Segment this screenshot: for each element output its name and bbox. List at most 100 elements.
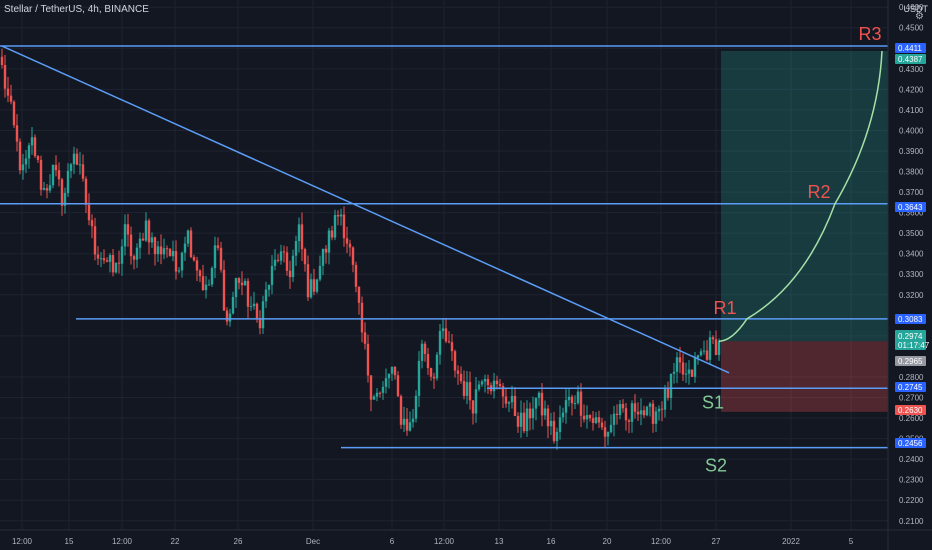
candle-body [6, 88, 10, 96]
candle-body [477, 384, 481, 390]
candle-body [474, 389, 478, 414]
candle-body [36, 156, 40, 160]
candle-body [717, 341, 721, 355]
candle-body [15, 125, 19, 142]
candle-body [225, 310, 229, 322]
candle-body [579, 391, 583, 416]
candle-body [360, 302, 364, 333]
candle-body [444, 328, 448, 342]
candle-body [441, 328, 445, 331]
chart-title: Stellar / TetherUS, 4h, BINANCE [4, 4, 149, 15]
candle-body [201, 276, 205, 291]
price-tag [895, 314, 926, 324]
candle-body [675, 357, 679, 372]
candle-body [636, 411, 640, 415]
candle-body [663, 387, 667, 410]
candle-body [219, 247, 223, 270]
candle-body [84, 178, 88, 205]
candle-body [63, 192, 67, 206]
candle-body [369, 375, 373, 400]
candle-body [120, 246, 124, 264]
candle-body [186, 230, 190, 244]
candle-body [123, 224, 127, 247]
candle-body [432, 376, 436, 379]
candle-body [492, 380, 496, 392]
x-tick-label: 12:00 [651, 537, 672, 546]
settings-icon[interactable]: ⚙ [915, 11, 924, 22]
candle-body [498, 384, 502, 387]
candle-body [627, 420, 631, 422]
candle-body [309, 279, 313, 298]
candle-body [96, 254, 100, 259]
candle-body [708, 337, 712, 360]
candle-body [642, 410, 646, 416]
candle-body [540, 392, 544, 416]
x-tick-label: 5 [849, 537, 854, 546]
candle-body [462, 381, 466, 396]
candle-body [129, 234, 133, 257]
price-tag-value: 0.3083 [898, 315, 923, 324]
price-tag [895, 356, 926, 366]
candle-body [684, 373, 688, 375]
candle-body [33, 137, 37, 157]
candle-body [294, 241, 298, 256]
candle-body [486, 378, 490, 386]
candle-body [228, 313, 232, 322]
candle-body [354, 264, 358, 287]
price-tag-value: 0.3643 [898, 203, 923, 212]
candle-body [30, 137, 34, 146]
candle-body [336, 215, 340, 217]
candle-body [42, 188, 46, 190]
candle-body [51, 164, 55, 186]
candle-body [453, 351, 457, 371]
candle-body [501, 386, 505, 397]
candle-body [411, 418, 415, 423]
candle-body [156, 246, 160, 255]
price-tag-value: 0.2965 [898, 357, 923, 366]
candle-body [177, 270, 181, 272]
candle-body [531, 408, 535, 419]
candle-body [645, 406, 649, 416]
candle-body [111, 255, 115, 273]
candle-body [174, 251, 178, 272]
candle-body [657, 408, 661, 412]
candle-body [390, 366, 394, 374]
y-tick-label: 0.3700 [899, 188, 924, 197]
candle-body [639, 410, 643, 415]
candle-body [408, 422, 412, 431]
candle-body [456, 370, 460, 374]
candle-body [417, 360, 421, 396]
candle-body [45, 188, 49, 191]
price-axis [888, 0, 932, 550]
candle-body [159, 246, 163, 255]
annotation-r1: R1 [713, 298, 736, 318]
x-tick-label: 27 [712, 537, 721, 546]
candle-body [555, 431, 559, 442]
candle-body [300, 224, 304, 250]
candle-body [573, 403, 577, 405]
candle-body [312, 279, 316, 292]
price-tag-value: 0.2974 [898, 332, 923, 341]
candle-body [393, 366, 397, 376]
candle-body [651, 403, 655, 424]
candle-body [102, 258, 106, 261]
candle-body [564, 400, 568, 413]
candle-body [258, 318, 262, 329]
candle-body [570, 396, 574, 404]
x-tick-label: 20 [603, 537, 612, 546]
y-tick-label: 0.3200 [899, 291, 924, 300]
candle-body [423, 343, 427, 355]
candle-body [207, 284, 211, 286]
y-tick-label: 0.4600 [899, 3, 924, 12]
y-tick-label: 0.4000 [899, 126, 924, 135]
candle-body [519, 412, 523, 427]
x-tick-label: 12:00 [434, 537, 455, 546]
candle-body [516, 415, 520, 427]
candle-body [132, 256, 136, 260]
candle-body [321, 248, 325, 266]
x-tick-label: 22 [171, 537, 180, 546]
candle-body [141, 238, 145, 241]
candle-body [447, 341, 451, 343]
candle-body [420, 343, 424, 361]
